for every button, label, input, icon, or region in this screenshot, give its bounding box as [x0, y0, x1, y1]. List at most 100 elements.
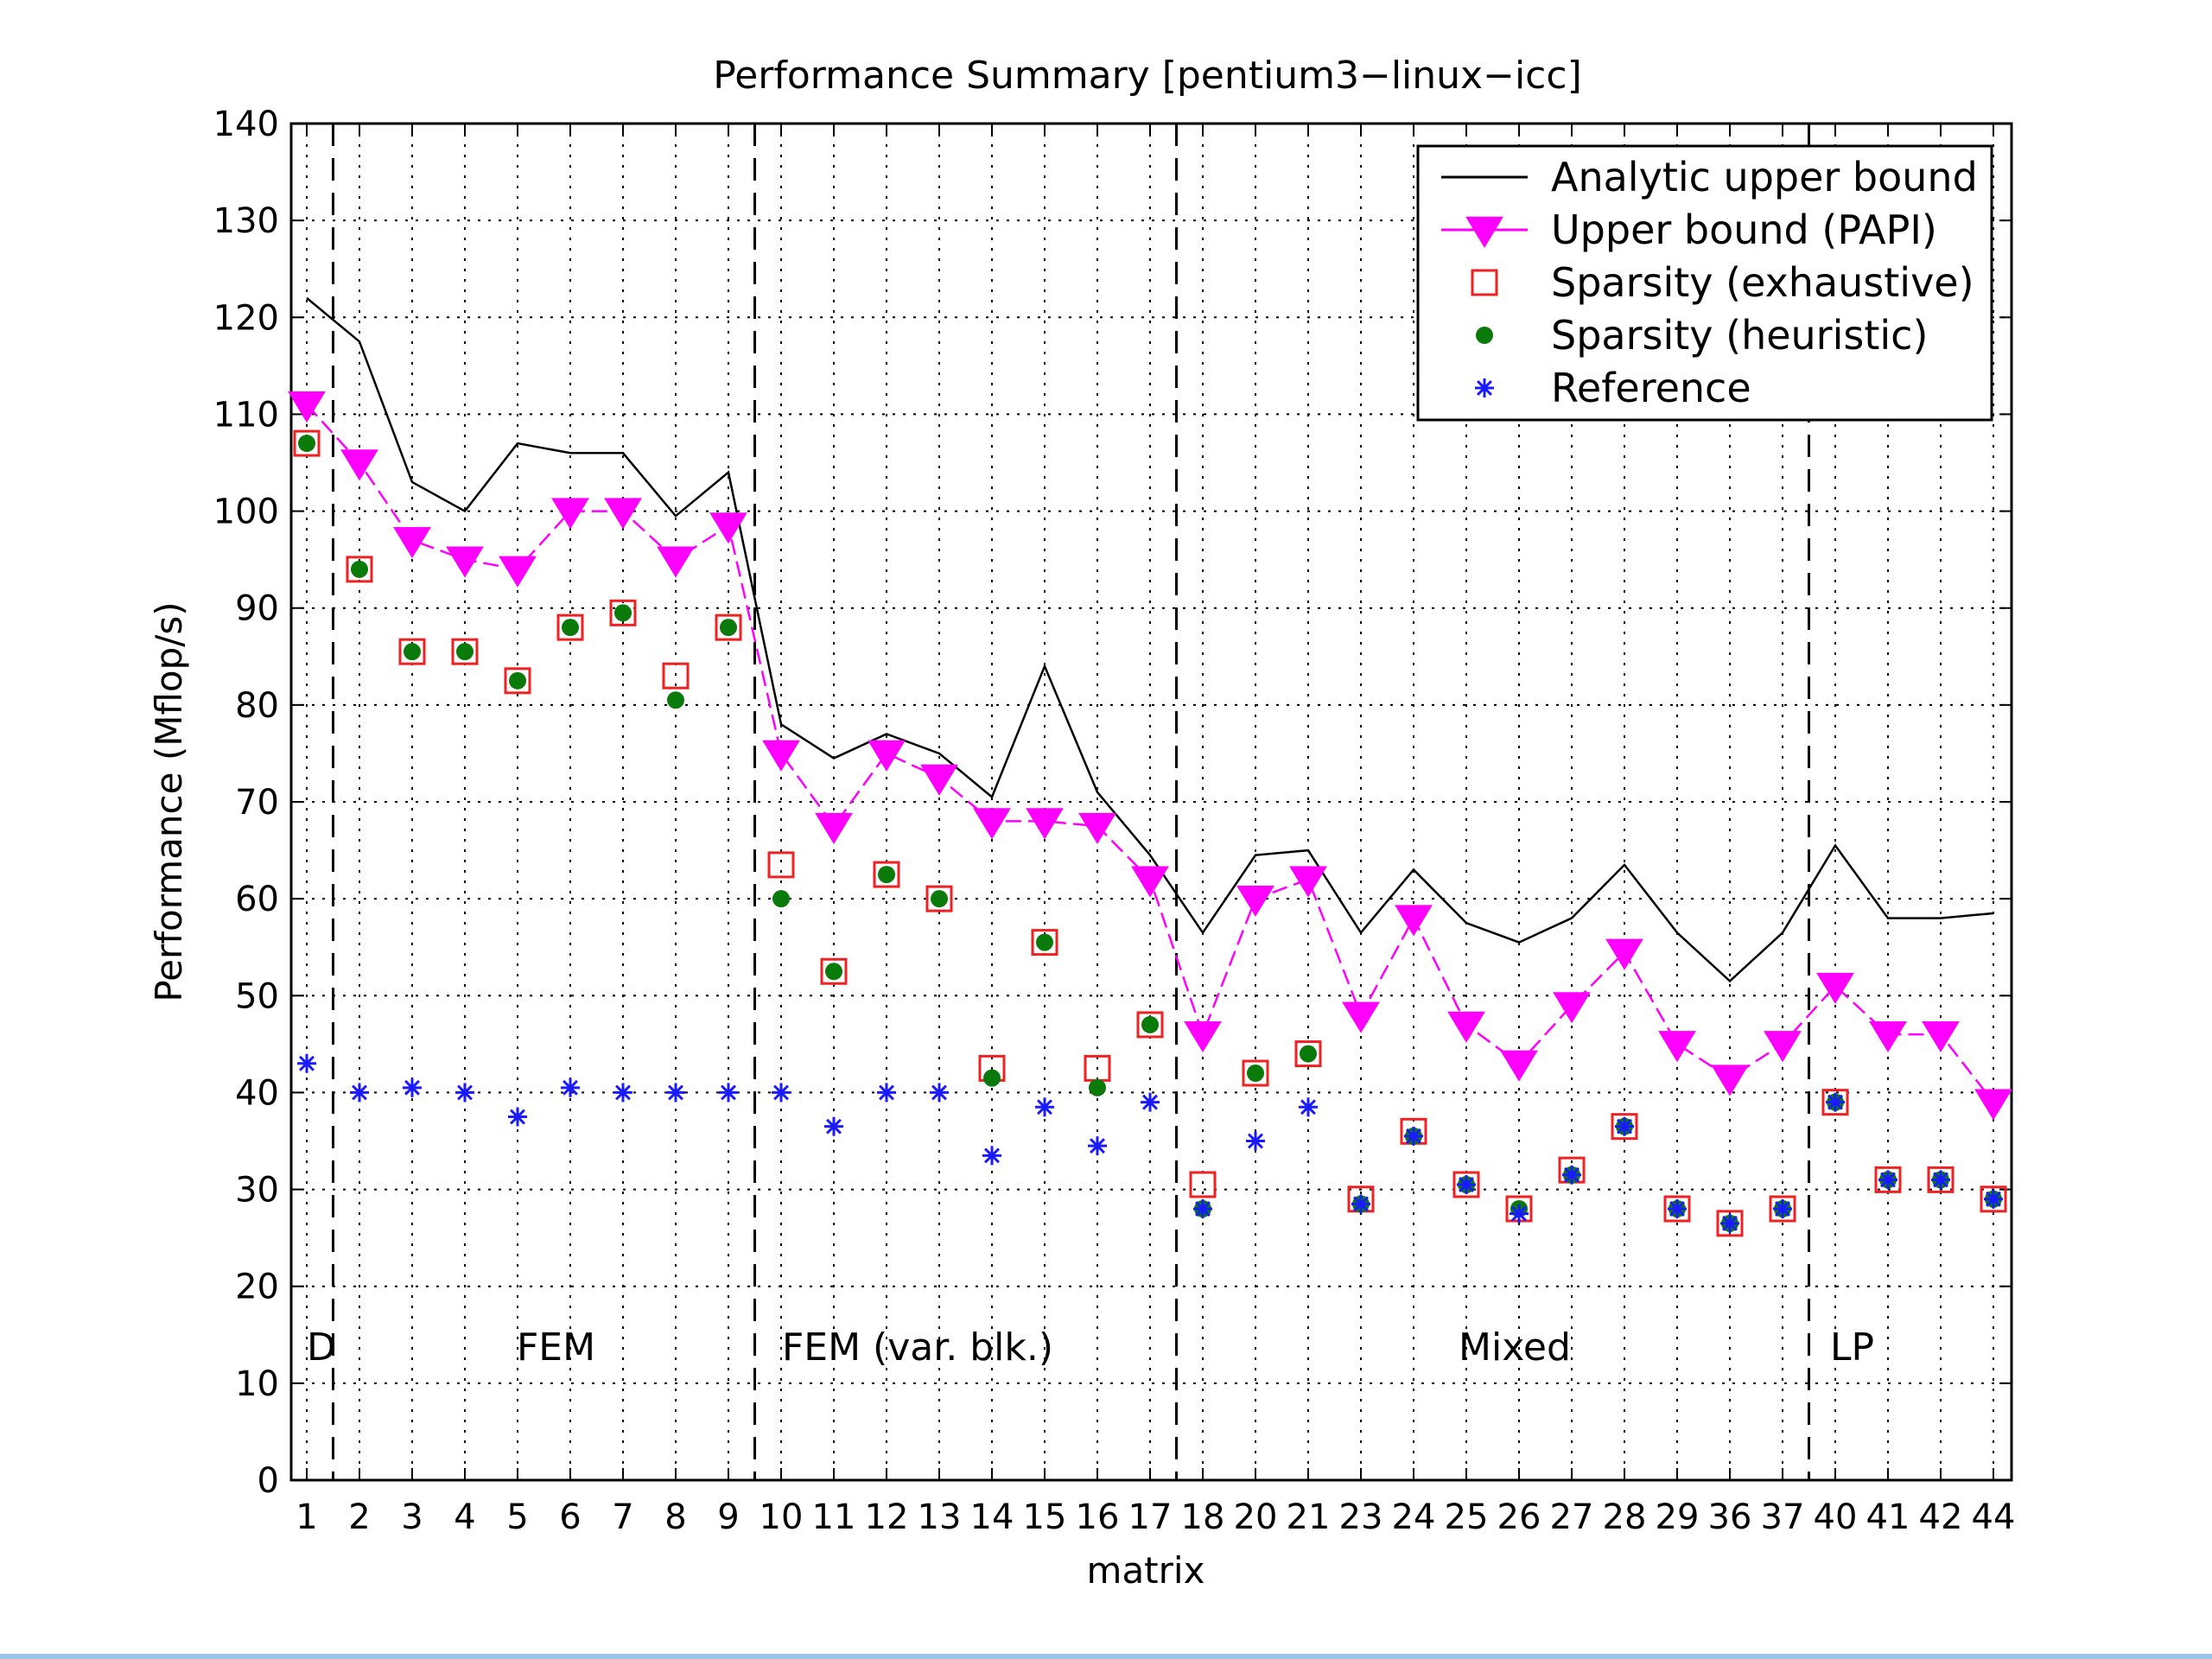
data-point: [508, 1107, 527, 1127]
data-point: [1299, 1097, 1318, 1117]
legend-entry: Sparsity (heuristic): [1476, 312, 1928, 359]
data-point: [719, 1083, 738, 1103]
data-point: [878, 866, 895, 884]
series-4: [297, 1053, 2003, 1233]
y-tick-label: 140: [213, 105, 279, 144]
y-tick-label: 20: [235, 1268, 279, 1307]
data-point: [1980, 1185, 2007, 1213]
x-tick-label: 21: [1287, 1497, 1331, 1537]
x-tick-label: 20: [1234, 1497, 1278, 1537]
x-tick-label: 27: [1550, 1497, 1594, 1537]
data-point: [346, 556, 373, 583]
data-point: [1984, 1189, 2003, 1209]
series-3: [298, 435, 2002, 1232]
data-point: [451, 638, 479, 665]
x-tick-label: 25: [1445, 1497, 1489, 1537]
data-point: [1874, 1166, 1902, 1193]
x-tick-label: 5: [506, 1497, 528, 1537]
data-point: [1242, 1059, 1269, 1087]
legend-label: Reference: [1551, 365, 1751, 411]
data-point: [1078, 812, 1116, 844]
data-point: [715, 613, 742, 641]
data-point: [393, 527, 431, 559]
group-label-lp: LP: [1830, 1325, 1874, 1370]
grid-lines: [291, 124, 2012, 1480]
legend-marker: [1476, 327, 1493, 344]
data-point: [1136, 1011, 1164, 1039]
data-point: [1131, 866, 1169, 898]
data-point: [709, 512, 747, 544]
data-point: [1773, 1199, 1792, 1218]
data-point: [662, 662, 690, 690]
y-tick-label: 130: [213, 201, 279, 241]
group-labels: D FEM FEM (var. blk.) Mixed LP: [307, 1325, 1874, 1370]
x-tick-label: 18: [1181, 1497, 1225, 1537]
data-point: [604, 498, 642, 530]
x-tick-label: 40: [1814, 1497, 1858, 1537]
data-point: [1300, 1045, 1317, 1063]
x-tick-label: 44: [1972, 1497, 2016, 1537]
data-point: [351, 560, 368, 578]
x-tick-label: 23: [1339, 1497, 1383, 1537]
data-point: [298, 435, 315, 453]
data-point: [1974, 1089, 2012, 1121]
y-tick-label: 30: [235, 1171, 279, 1211]
data-point: [1500, 1050, 1538, 1082]
data-point: [1189, 1171, 1217, 1198]
x-tick-label: 3: [401, 1497, 423, 1537]
data-point: [1351, 1194, 1370, 1214]
data-point: [1294, 1040, 1322, 1068]
data-point: [609, 599, 637, 626]
chart-title: Performance Summary [pentium3−linux−icc]: [713, 54, 1581, 98]
y-tick-label: 60: [235, 880, 279, 919]
data-point: [720, 619, 737, 637]
y-tick-label: 40: [235, 1073, 279, 1113]
y-tick-label: 70: [235, 783, 279, 823]
data-point: [1611, 1113, 1638, 1141]
data-point: [1720, 1213, 1739, 1233]
window-bottom-border: [0, 1654, 2212, 1659]
data-point: [455, 1083, 474, 1103]
series-line: [306, 296, 1994, 983]
data-point: [982, 1146, 1001, 1166]
data-point: [1716, 1210, 1744, 1237]
data-point: [815, 812, 853, 844]
x-tick-label: 8: [664, 1497, 686, 1537]
data-point: [1289, 866, 1327, 898]
x-axis-title: matrix: [1087, 1549, 1205, 1592]
y-tick-label: 120: [213, 298, 279, 338]
data-point: [456, 643, 474, 661]
data-point: [1663, 1195, 1691, 1223]
x-tick-label: 41: [1866, 1497, 1910, 1537]
x-tick-label: 7: [612, 1497, 633, 1537]
data-point: [1562, 1165, 1581, 1185]
data-point: [1026, 808, 1064, 840]
data-point: [613, 1083, 632, 1103]
legend-label: Sparsity (exhaustive): [1551, 259, 1974, 306]
data-point: [873, 861, 900, 888]
x-tick-label: 26: [1497, 1497, 1541, 1537]
series-1: [288, 391, 2012, 1121]
y-tick-label: 90: [235, 589, 279, 629]
data-point: [983, 1069, 1001, 1087]
data-point: [925, 885, 953, 912]
data-point: [667, 691, 684, 709]
y-tick-label: 100: [213, 493, 279, 532]
data-point: [614, 604, 632, 622]
data-point: [1769, 1195, 1796, 1223]
group-label-fem: FEM: [517, 1325, 595, 1370]
data-point: [920, 764, 958, 796]
x-axis-ticks: 1 2 3 4 5 6 7 8 9 10 11 12 13 14 15 16 17 18 20 21 23 24 25 26 2…: [296, 124, 2015, 1537]
y-tick-label: 110: [213, 395, 279, 435]
data-point: [340, 449, 378, 481]
data-point: [1510, 1204, 1529, 1224]
data-point: [1141, 1092, 1160, 1112]
data-point: [504, 667, 531, 695]
data-point: [657, 546, 695, 578]
data-point: [868, 740, 906, 772]
legend-marker: [1471, 269, 1498, 296]
data-point: [1553, 992, 1591, 1024]
data-point: [1342, 1001, 1380, 1033]
series-2: [293, 429, 2007, 1237]
